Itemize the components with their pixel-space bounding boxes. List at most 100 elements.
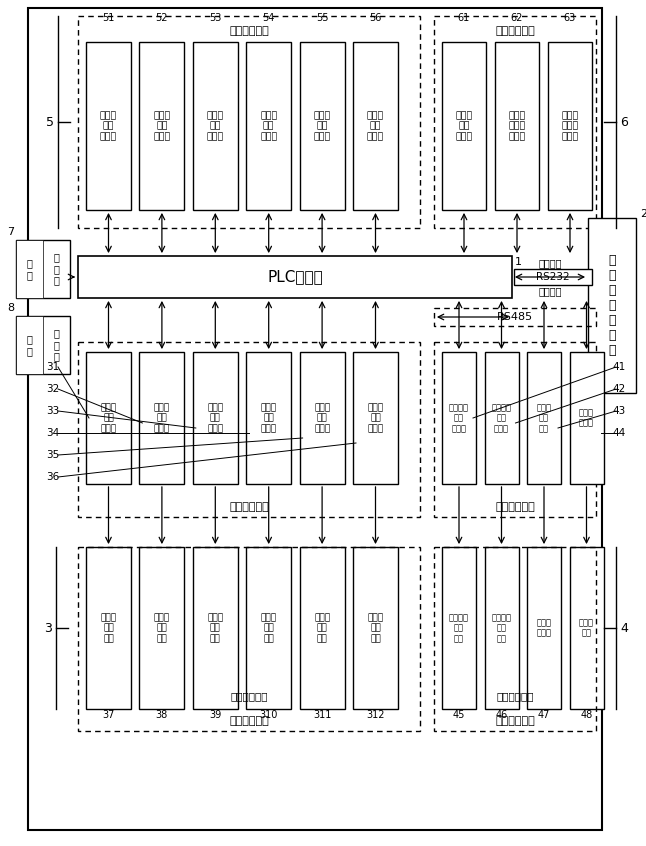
- Text: 接
缝
探: 接 缝 探: [54, 328, 59, 361]
- Text: 5: 5: [46, 116, 54, 129]
- Text: 63: 63: [564, 13, 576, 23]
- Bar: [78, 342, 420, 517]
- Text: 43: 43: [613, 406, 626, 416]
- Bar: [78, 256, 512, 298]
- Bar: [16, 240, 70, 298]
- Text: 刷毛高度
调整
变频器: 刷毛高度 调整 变频器: [449, 403, 469, 433]
- Text: 36: 36: [46, 472, 59, 482]
- Text: 刷毛辊
伺服
驱动器: 刷毛辊 伺服 驱动器: [207, 403, 224, 433]
- Text: 2: 2: [640, 209, 646, 219]
- Text: 44: 44: [613, 428, 626, 438]
- Text: 伺服驱动模块: 伺服驱动模块: [229, 716, 269, 726]
- Text: 吸边器
电机: 吸边器 电机: [579, 618, 594, 638]
- Text: 33: 33: [46, 406, 59, 416]
- Text: 变频驱动模块: 变频驱动模块: [495, 502, 535, 512]
- Text: 6: 6: [620, 116, 628, 129]
- Bar: [16, 240, 43, 298]
- Text: 前导布
段张力
传感器: 前导布 段张力 传感器: [508, 111, 526, 141]
- Text: 刷毛辊
伺服
电机: 刷毛辊 伺服 电机: [207, 613, 224, 643]
- Bar: [527, 352, 561, 484]
- Bar: [514, 269, 592, 285]
- Text: 进布段
张力
传感器: 进布段 张力 传感器: [455, 111, 473, 141]
- Text: 48: 48: [580, 710, 592, 720]
- Text: 45: 45: [453, 710, 465, 720]
- Text: 61: 61: [458, 13, 470, 23]
- Text: 伺服驱动模块: 伺服驱动模块: [229, 502, 269, 512]
- Text: 进布辊
伺服
驱动器: 进布辊 伺服 驱动器: [100, 403, 116, 433]
- Text: 刷毛辊
测速
传感器: 刷毛辊 测速 传感器: [207, 111, 224, 141]
- Text: 测
器: 测 器: [26, 258, 32, 280]
- Bar: [300, 352, 344, 484]
- Text: 46: 46: [495, 710, 508, 720]
- Text: 38: 38: [156, 710, 168, 720]
- Bar: [527, 547, 561, 709]
- Text: 8: 8: [7, 303, 14, 313]
- Bar: [78, 16, 420, 228]
- Text: 前导辊
伺服
驱动器: 前导辊 伺服 驱动器: [154, 403, 170, 433]
- Text: 进布辊
伺服
电机: 进布辊 伺服 电机: [100, 613, 116, 643]
- Bar: [353, 42, 398, 210]
- Text: 54: 54: [262, 13, 275, 23]
- Text: 剪毛辊
测速
传感器: 剪毛辊 测速 传感器: [260, 111, 277, 141]
- Bar: [300, 547, 344, 709]
- Bar: [434, 308, 596, 326]
- Text: 55: 55: [316, 13, 328, 23]
- Text: 1: 1: [514, 257, 521, 267]
- Text: 310: 310: [260, 710, 278, 720]
- Bar: [570, 547, 603, 709]
- Bar: [193, 42, 238, 210]
- Bar: [140, 547, 184, 709]
- Text: 出布辊
伺服
驱动器: 出布辊 伺服 驱动器: [368, 403, 384, 433]
- Text: 34: 34: [46, 428, 59, 438]
- Bar: [140, 352, 184, 484]
- Bar: [442, 42, 486, 210]
- Bar: [442, 547, 476, 709]
- Bar: [570, 352, 603, 484]
- Bar: [78, 547, 420, 731]
- Text: 平刀摆
动变
频器: 平刀摆 动变 频器: [536, 403, 552, 433]
- Text: 32: 32: [46, 384, 59, 394]
- Bar: [28, 8, 602, 830]
- Bar: [353, 352, 398, 484]
- Bar: [300, 42, 344, 210]
- Text: 平刀摆
动电机: 平刀摆 动电机: [536, 618, 552, 638]
- Text: 剪毛高度
调整
变频器: 剪毛高度 调整 变频器: [492, 403, 512, 433]
- Bar: [246, 42, 291, 210]
- Bar: [442, 352, 476, 484]
- Text: 35: 35: [46, 450, 59, 460]
- Text: 后导辊
测速
传感器: 后导辊 测速 传感器: [313, 111, 331, 141]
- Text: 吸边器
变频器: 吸边器 变频器: [579, 409, 594, 428]
- Bar: [16, 316, 43, 374]
- Text: 测
器: 测 器: [26, 334, 32, 356]
- Text: 52: 52: [156, 13, 168, 23]
- Text: 47: 47: [538, 710, 550, 720]
- Bar: [246, 352, 291, 484]
- Bar: [484, 547, 519, 709]
- Bar: [86, 42, 131, 210]
- Text: 42: 42: [613, 384, 626, 394]
- Text: 出布辊
测速
传感器: 出布辊 测速 传感器: [367, 111, 384, 141]
- Text: 人
机
界
面
触
摸
屏: 人 机 界 面 触 摸 屏: [609, 254, 616, 357]
- Text: 53: 53: [209, 13, 222, 23]
- Bar: [86, 352, 131, 484]
- Bar: [140, 42, 184, 210]
- Text: 前导辊
测速
传感器: 前导辊 测速 传感器: [153, 111, 171, 141]
- Text: 62: 62: [511, 13, 523, 23]
- Text: 出布辊
伺服
电机: 出布辊 伺服 电机: [368, 613, 384, 643]
- Text: 刷毛高度
调整
电机: 刷毛高度 调整 电机: [449, 613, 469, 643]
- Bar: [16, 316, 70, 374]
- Text: 4: 4: [620, 622, 628, 634]
- Text: 进布辊
测速
传感器: 进布辊 测速 传感器: [100, 111, 117, 141]
- Text: 41: 41: [613, 362, 626, 372]
- Text: 39: 39: [209, 710, 222, 720]
- Text: 3: 3: [44, 622, 52, 634]
- Text: 变频驱动模块: 变频驱动模块: [495, 716, 535, 726]
- Text: 前导辊
伺服
电机: 前导辊 伺服 电机: [154, 613, 170, 643]
- Text: 金
属
探: 金 属 探: [54, 252, 59, 286]
- Text: 参数设定: 参数设定: [538, 258, 562, 268]
- Text: 31: 31: [46, 362, 59, 372]
- Text: RS485: RS485: [497, 312, 533, 322]
- Bar: [495, 42, 539, 210]
- Text: 37: 37: [102, 710, 115, 720]
- Text: 7: 7: [7, 227, 14, 237]
